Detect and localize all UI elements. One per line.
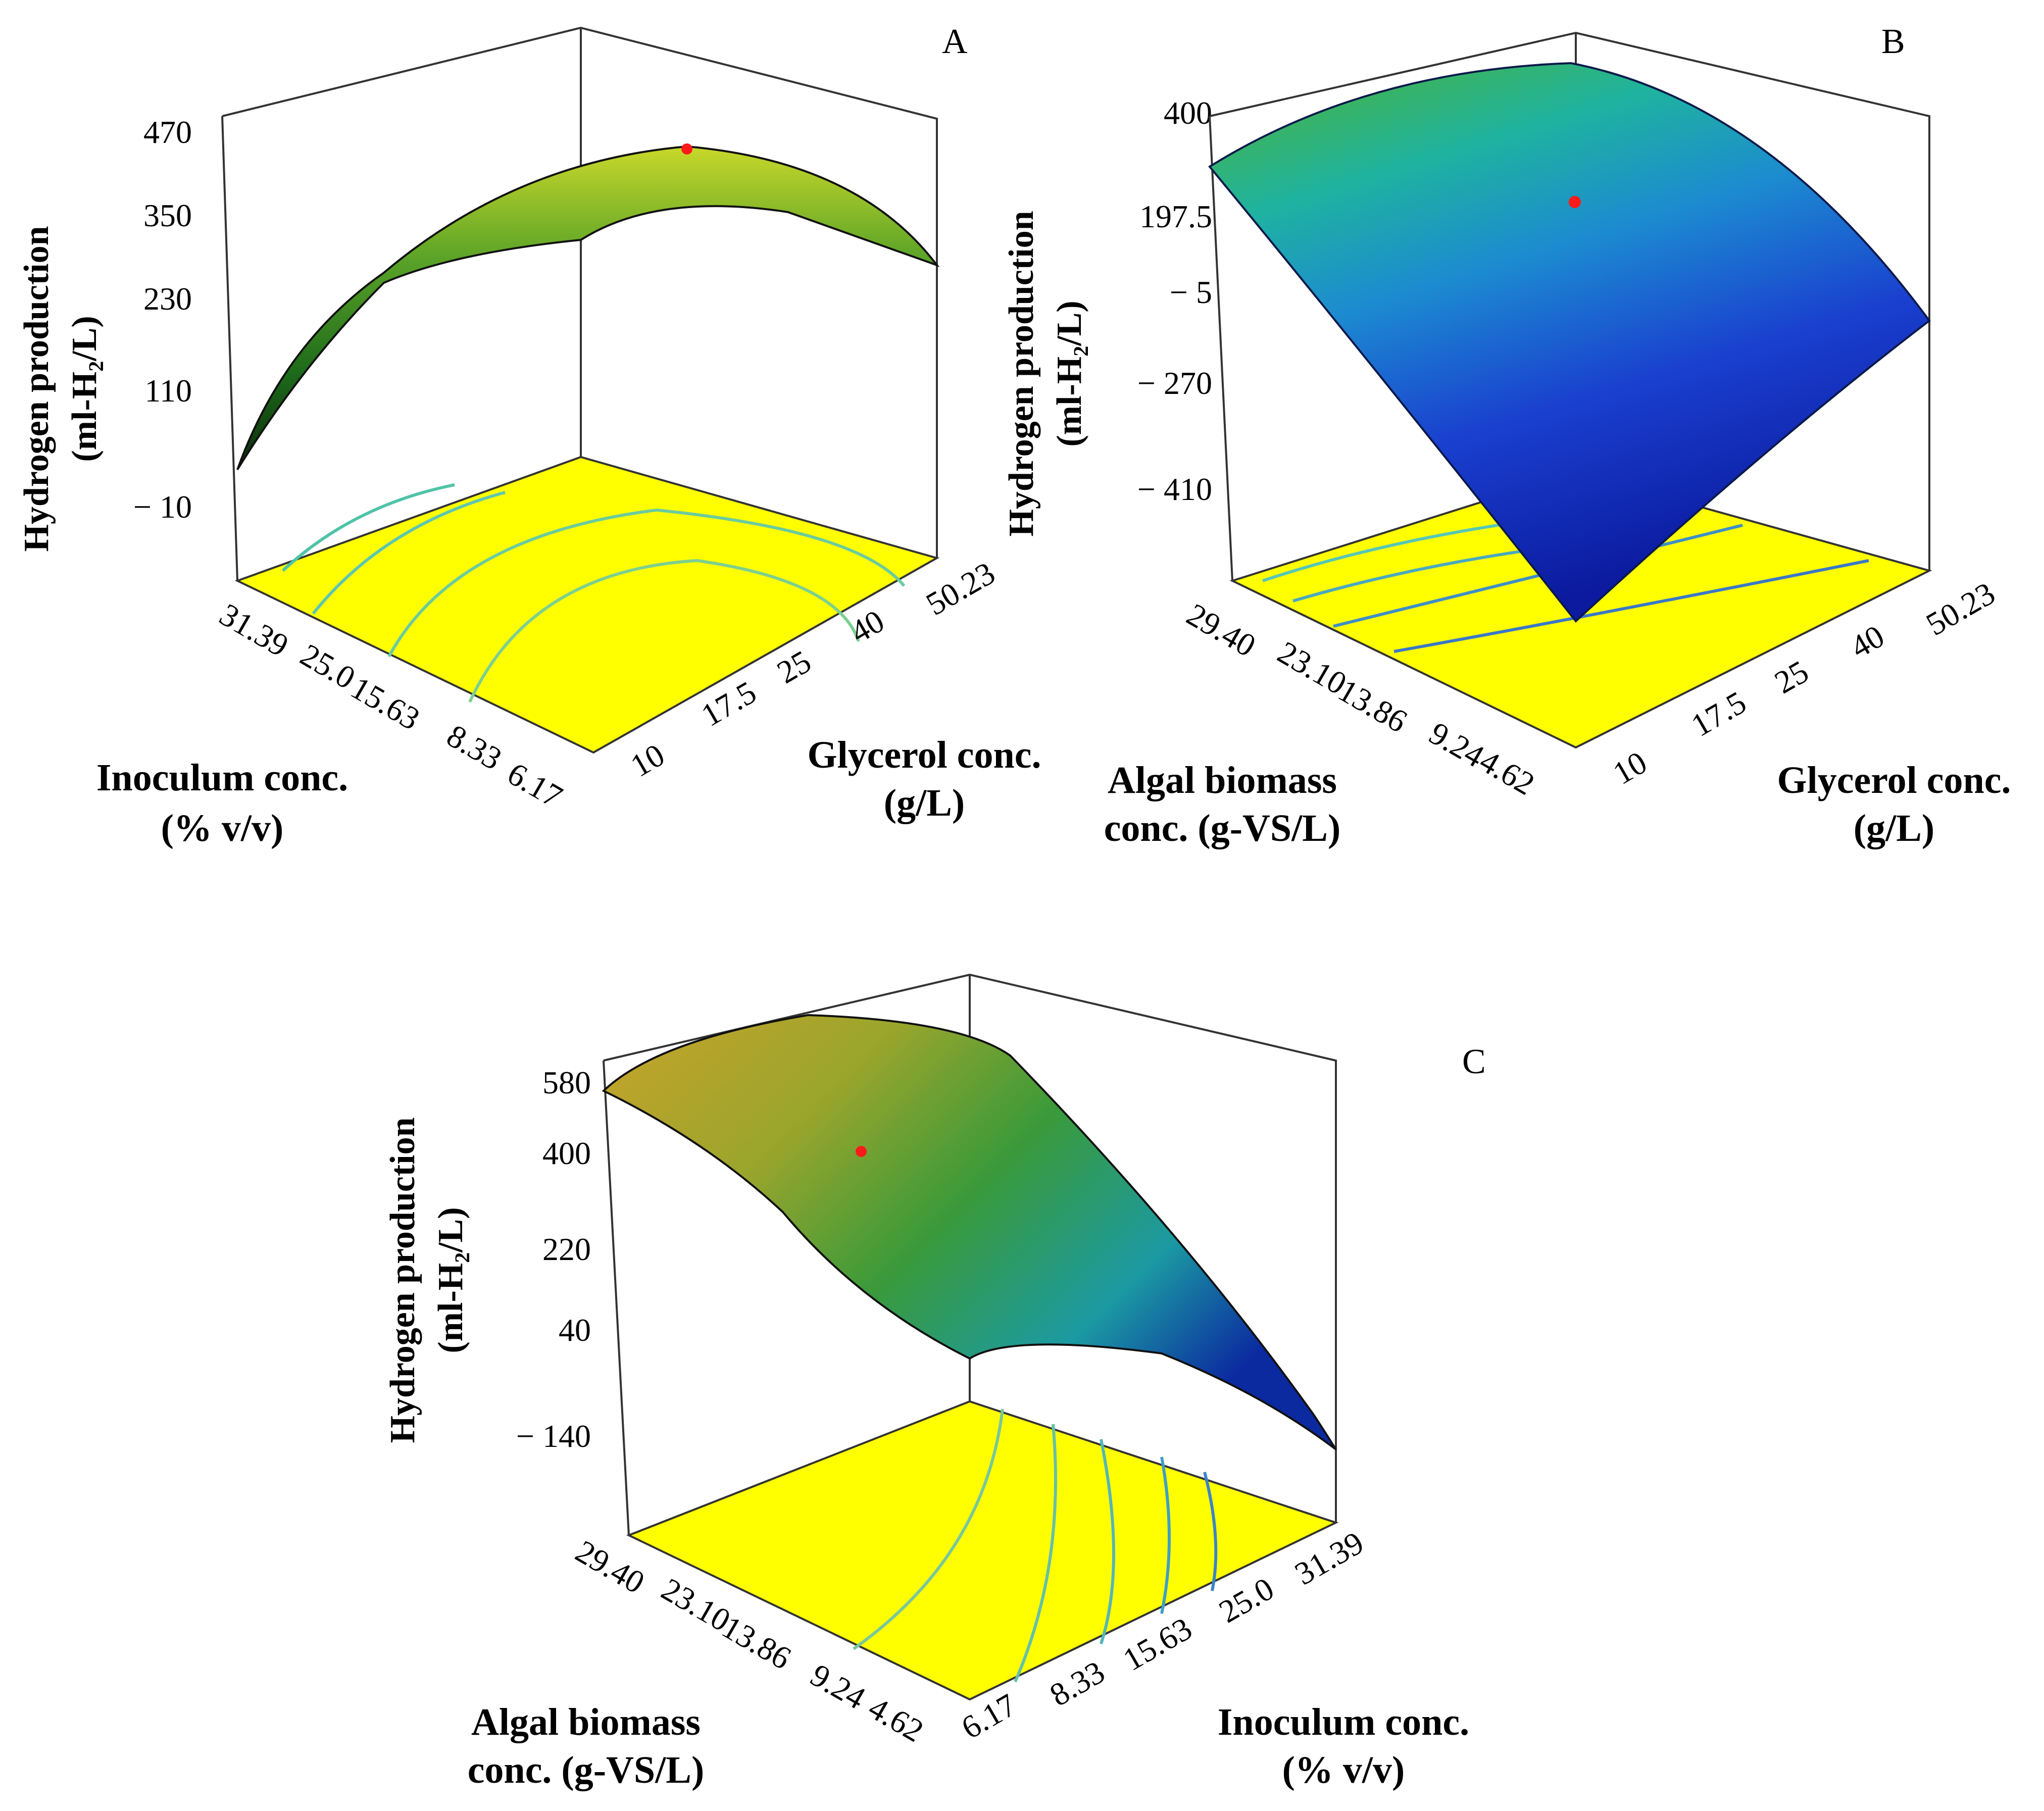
- panel-c-z-tick: 40: [559, 1312, 591, 1348]
- panel-a-optimum-marker: [681, 143, 692, 155]
- panel-a-box-top: [222, 26, 938, 558]
- panel-a-x-tick: 15.63: [345, 670, 426, 737]
- panel-c-box-left: [603, 1060, 630, 1536]
- panel-a-z-tick: − 10: [133, 489, 192, 525]
- panel-c-surface: [602, 1014, 1337, 1450]
- panel-b-z-tick: − 5: [1170, 274, 1212, 310]
- panel-b-x-title-line2: conc. (g-VS/L): [1104, 807, 1341, 849]
- panel-a-y-title-line1: Glycerol conc.: [808, 734, 1041, 776]
- panel-c-z-tick: 400: [542, 1135, 591, 1171]
- panel-b: B Hydrogen production (ml-H₂/L) 400 197.…: [1002, 22, 2011, 849]
- panel-b-z-tick: − 410: [1137, 471, 1212, 507]
- panel-a-z-tick: 230: [143, 281, 192, 317]
- panel-a-y-tick: 50.23: [920, 555, 1001, 622]
- panel-b-y-title-line1: Glycerol conc.: [1777, 759, 2011, 801]
- panel-a-y-title-line2: (g/L): [884, 782, 965, 824]
- panel-a-z-tick: 350: [143, 197, 192, 233]
- panel-c-x-title-line1: Algal biomass: [471, 1701, 701, 1743]
- panel-c-x-tick: 9.24: [805, 1657, 871, 1716]
- panel-c-box-top: [603, 973, 1337, 1523]
- panel-b-x-tick: 13.86: [1332, 672, 1413, 739]
- panel-b-y-tick: 17.5: [1685, 684, 1752, 743]
- panel-b-y-tick: 25: [1769, 653, 1815, 700]
- panel-a-x-title-line2: (% v/v): [161, 807, 284, 849]
- panel-b-y-title-line2: (g/L): [1854, 807, 1934, 849]
- panel-b-surface: [1208, 62, 1931, 623]
- panel-b-x-tick: 29.40: [1181, 596, 1262, 664]
- panel-c-x-title-line2: conc. (g-VS/L): [468, 1749, 705, 1791]
- panel-b-z-tick: − 270: [1137, 365, 1212, 401]
- panel-c-letter: C: [1462, 1042, 1486, 1081]
- panel-b-zlabel-line1: Hydrogen production: [1002, 211, 1041, 536]
- panel-c-z-tick: 220: [542, 1231, 591, 1267]
- panel-c-floor: [626, 1400, 1339, 1701]
- panel-a-contours: [281, 483, 906, 703]
- panel-b-z-tick: 197.5: [1139, 198, 1212, 234]
- panel-a-x-tick: 6.17: [502, 756, 568, 815]
- panel-b-x-title-line1: Algal biomass: [1108, 759, 1337, 801]
- panel-c-z-tick: − 140: [516, 1418, 591, 1454]
- panel-c-contours: [853, 1408, 1218, 1683]
- panel-a-x-title-line1: Inoculum conc.: [96, 757, 348, 799]
- panel-b-y-tick: 10: [1607, 744, 1653, 791]
- panel-a-box-left: [221, 116, 238, 581]
- panel-b-box-left: [1209, 116, 1233, 581]
- panel-b-z-tick: 400: [1164, 95, 1212, 131]
- panel-b-letter: B: [1881, 22, 1905, 61]
- panel-a-y-tick: 10: [625, 737, 671, 784]
- panel-a-y-tick: 40: [844, 603, 890, 650]
- panel-c-optimum-marker: [856, 1146, 867, 1157]
- panel-c-y-title-line2: (% v/v): [1282, 1749, 1405, 1791]
- panel-a-x-tick: 8.33: [441, 718, 508, 777]
- panel-c-x-tick: 13.86: [716, 1609, 797, 1676]
- panel-c-x-tick: 29.40: [570, 1533, 651, 1600]
- panel-a-zlabel-line2: (ml-H₂/L): [65, 316, 104, 462]
- panel-c-y-title-line1: Inoculum conc.: [1218, 1701, 1469, 1743]
- panel-a-zlabel-line1: Hydrogen production: [17, 226, 56, 551]
- panel-c-y-tick: 25.0: [1213, 1571, 1280, 1630]
- panel-a-x-tick: 25.0: [294, 637, 361, 696]
- panel-a-z-tick: 110: [144, 373, 192, 409]
- panel-b-y-tick: 50.23: [1920, 575, 2001, 642]
- panel-c-zlabel-line2: (ml-H₂/L): [431, 1207, 470, 1353]
- panel-c: C Hydrogen production (ml-H₂/L) 580 400 …: [383, 973, 1486, 1791]
- panel-a-letter: A: [942, 22, 968, 61]
- panel-b-zlabel-line2: (ml-H₂/L): [1050, 300, 1089, 446]
- panel-b-box-top: [1209, 31, 1930, 571]
- panel-a-y-tick: 25: [771, 643, 817, 690]
- panel-c-y-tick: 8.33: [1044, 1654, 1111, 1713]
- panel-a-x-tick: 31.39: [214, 596, 294, 664]
- panel-c-zlabel-line1: Hydrogen production: [383, 1117, 422, 1443]
- panel-a-z-tick: 470: [143, 114, 192, 150]
- panel-a: A Hydrogen production (ml-H₂/L) 470 350 …: [17, 22, 1041, 849]
- panel-b-optimum-marker: [1569, 196, 1581, 208]
- panel-b-y-tick: 40: [1844, 618, 1890, 665]
- panel-c-x-tick: 4.62: [863, 1690, 929, 1749]
- panel-a-surface: [236, 145, 940, 471]
- panel-c-z-tick: 580: [542, 1065, 591, 1100]
